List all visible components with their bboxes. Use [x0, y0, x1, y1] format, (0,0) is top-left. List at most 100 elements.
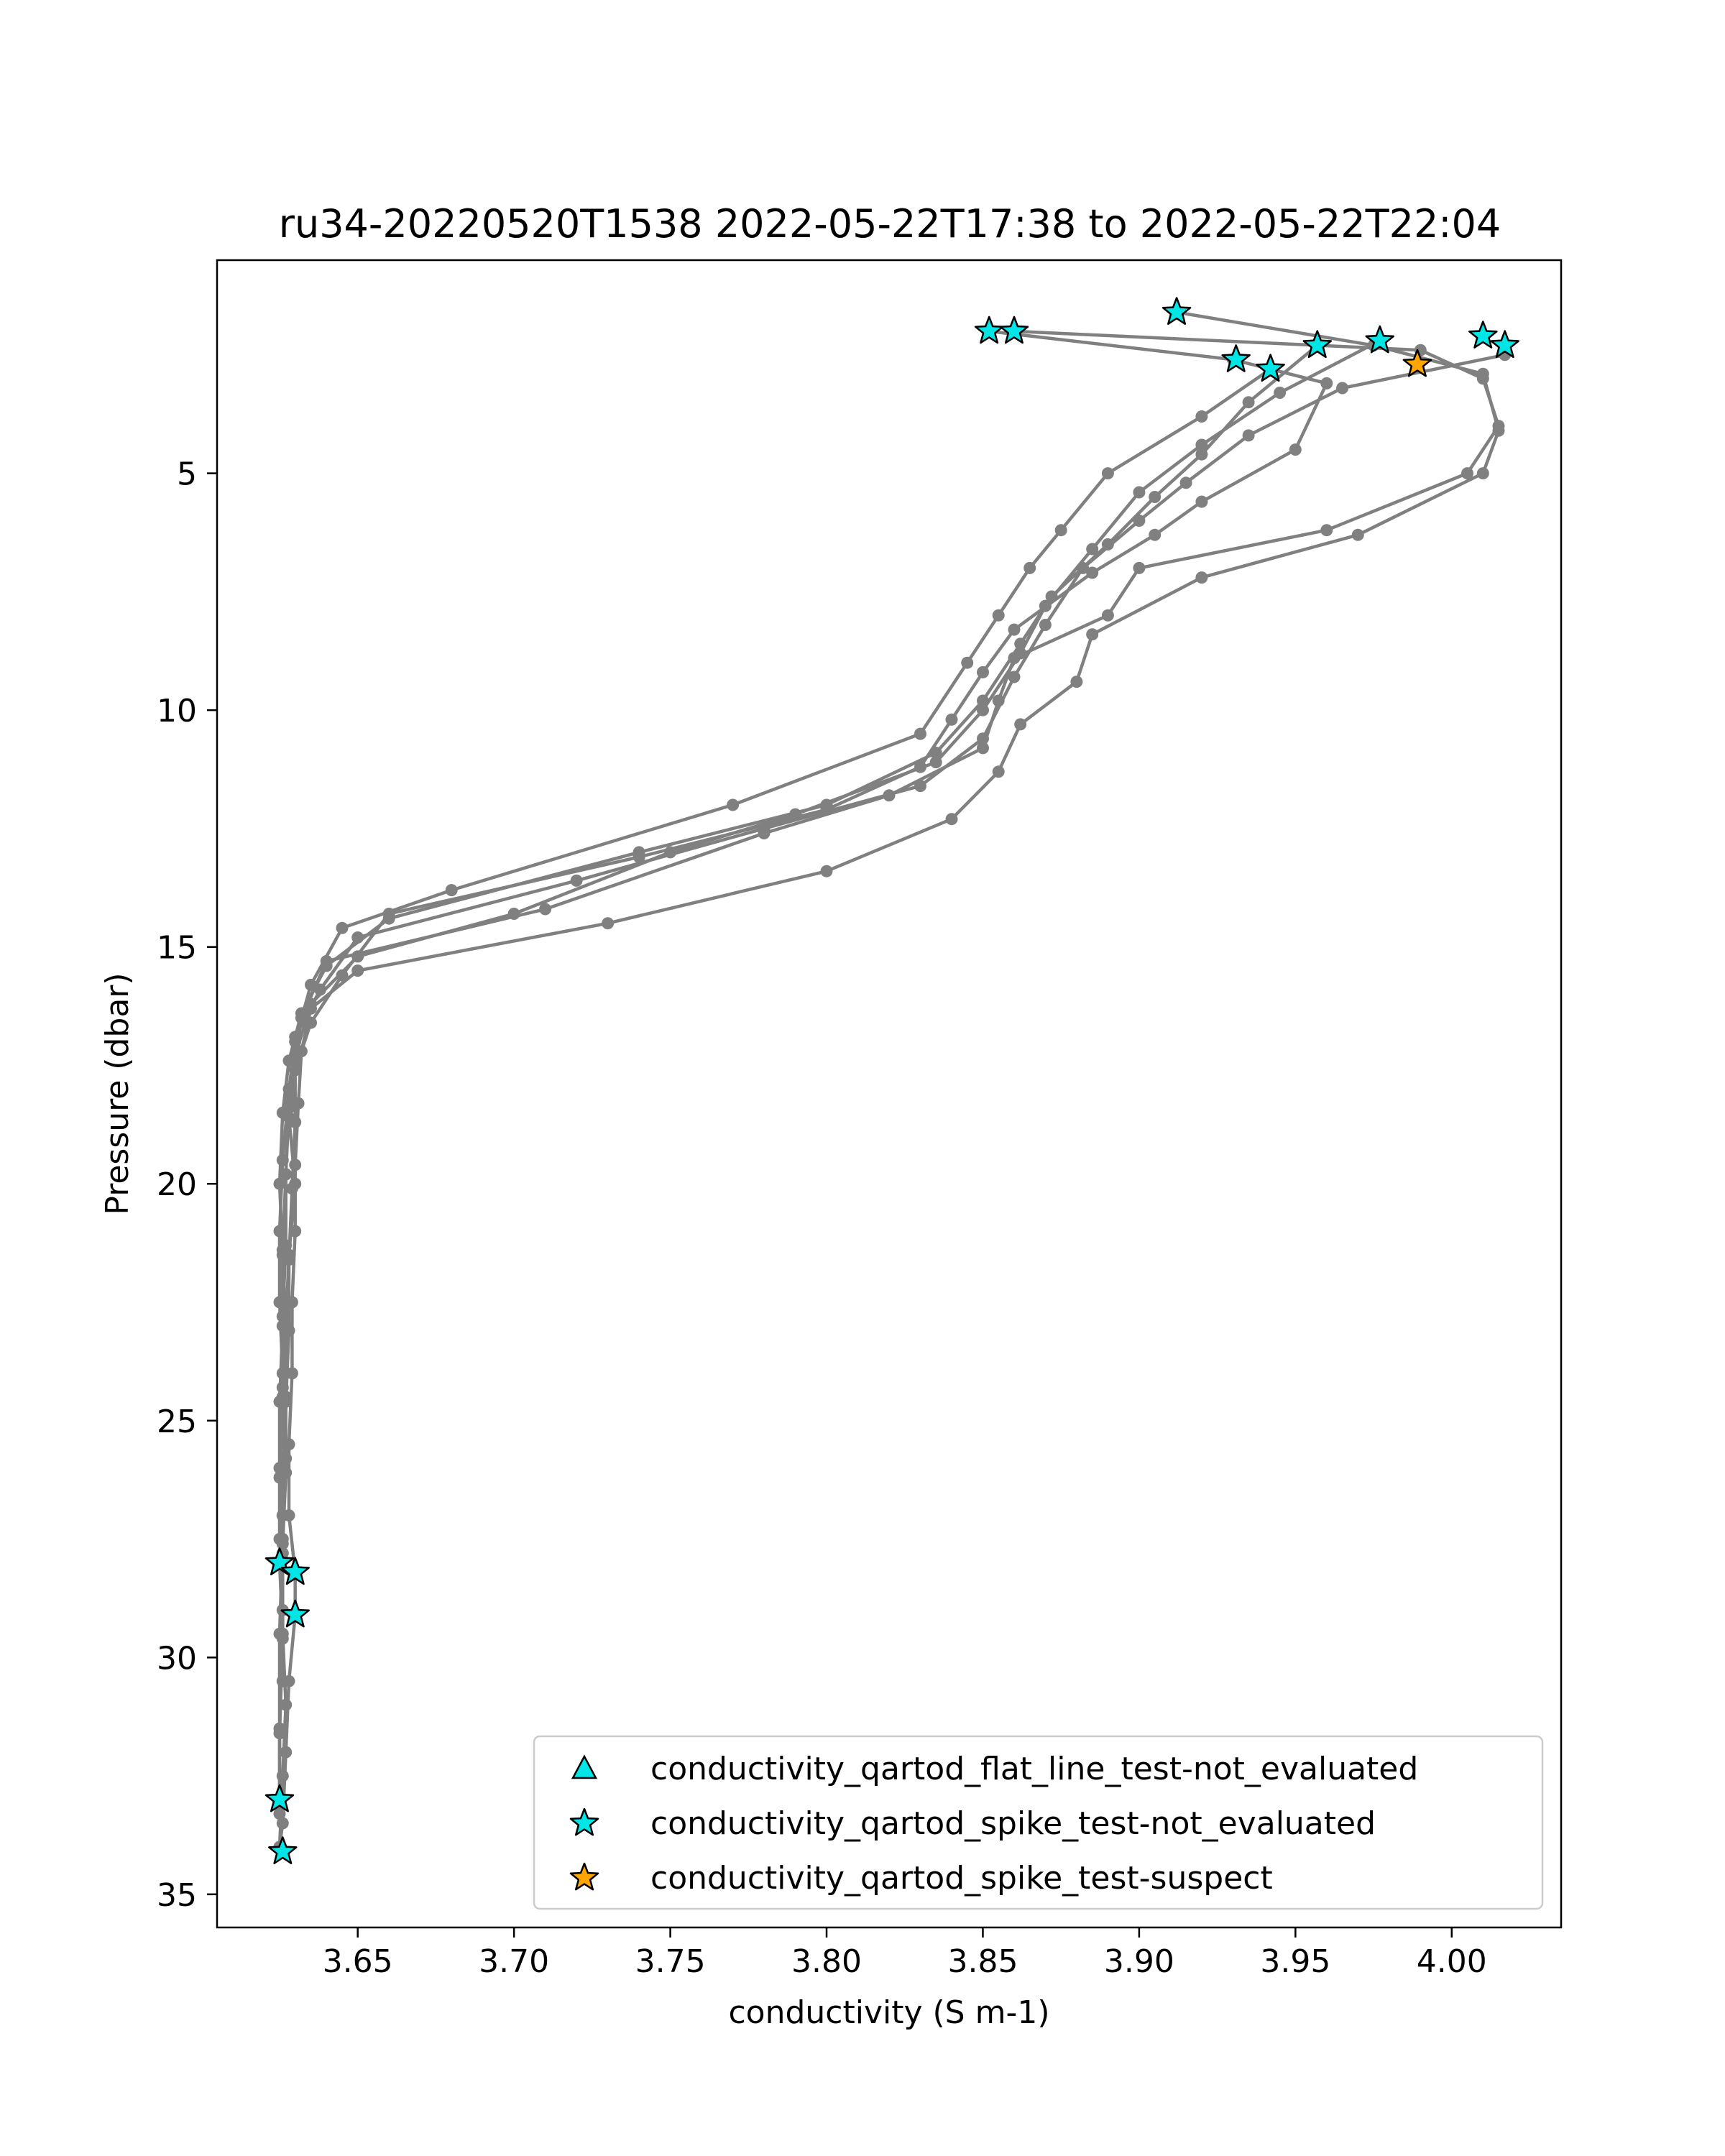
data-point [276, 1817, 289, 1830]
data-point [351, 950, 364, 963]
data-point [961, 656, 974, 669]
data-point [1351, 528, 1364, 541]
data-point [1179, 476, 1192, 489]
x-tick-label: 3.80 [791, 1943, 862, 1980]
data-point [977, 665, 989, 678]
data-point [273, 1395, 286, 1408]
plot-frame [216, 259, 1563, 1929]
data-point [727, 798, 740, 811]
x-axis: 3.65 3.70 3.75 3.80 3.85 3.90 3.95 4.00 [323, 1927, 1487, 1980]
flag-marker-star [280, 1599, 310, 1628]
data-point [914, 727, 926, 740]
y-tick-label: 10 [157, 693, 197, 729]
data-point [1077, 561, 1090, 574]
flag-marker-star [268, 1836, 298, 1864]
data-point [789, 808, 801, 821]
flag-marker-star [1490, 330, 1519, 359]
data-point [1014, 647, 1027, 660]
data-point [1008, 671, 1021, 683]
flag-marker-star [1468, 321, 1498, 349]
marker-layer [264, 297, 1519, 1864]
data-point [273, 1471, 286, 1484]
data-point [314, 983, 326, 996]
flag-marker-star [1221, 344, 1251, 372]
data-point [1101, 467, 1114, 480]
data-point [977, 704, 989, 717]
data-point [602, 917, 615, 930]
data-point [1476, 367, 1489, 380]
data-point [1039, 599, 1052, 612]
legend-label: conductivity_qartod_spike_test-not_evalu… [650, 1805, 1376, 1842]
data-point [1476, 467, 1489, 480]
data-point [1024, 561, 1036, 574]
x-tick-label: 3.75 [635, 1943, 706, 1980]
data-point [758, 822, 770, 835]
data-point [1133, 515, 1146, 527]
data-point [1289, 443, 1302, 456]
y-tick-label: 20 [157, 1166, 197, 1203]
flag-marker-star [1402, 349, 1432, 377]
data-point [336, 921, 349, 934]
data-point [977, 732, 989, 745]
data-point [280, 1168, 293, 1181]
legend-frame [533, 1735, 1544, 1910]
data-point [282, 1092, 295, 1105]
data-point [1274, 387, 1287, 399]
data-point [1195, 571, 1208, 584]
data-point [929, 747, 942, 759]
data-point [292, 1097, 305, 1110]
data-point [1133, 561, 1146, 574]
y-axis-label: Pressure (dbar) [99, 972, 136, 1215]
data-point [820, 865, 833, 877]
data-point [929, 756, 942, 769]
data-point [992, 609, 1005, 622]
flag-marker-star [974, 315, 1004, 344]
data-point [977, 742, 989, 755]
flag-marker-star [999, 315, 1029, 344]
data-point [289, 1031, 302, 1044]
data-point [280, 1746, 293, 1759]
y-tick-label: 30 [157, 1640, 197, 1677]
data-point [445, 884, 458, 897]
data-point [1039, 619, 1052, 631]
data-point [273, 1177, 286, 1190]
data-point [914, 780, 926, 793]
data-point [336, 969, 349, 982]
x-tick-label: 3.90 [1104, 1943, 1174, 1980]
data-point [1070, 676, 1083, 688]
legend-marker-star [569, 1807, 599, 1836]
data-point [992, 765, 1005, 778]
x-tick-label: 4.00 [1417, 1943, 1487, 1980]
data-point [1195, 495, 1208, 508]
flag-marker-star [1302, 330, 1333, 359]
data-point [289, 1116, 302, 1128]
data-point [285, 1367, 298, 1380]
y-tick-label: 5 [177, 456, 197, 493]
data-point [1086, 566, 1099, 579]
data-point [945, 713, 958, 726]
data-point [1101, 609, 1114, 622]
data-point [276, 1674, 289, 1687]
data-point [570, 874, 583, 887]
data-point [507, 908, 520, 920]
legend-marker-triangle [571, 1754, 598, 1779]
data-point [276, 1319, 289, 1332]
flag-marker-star [280, 1557, 310, 1585]
y-axis: 5 10 15 20 25 30 35 [157, 456, 217, 1914]
data-point [273, 1727, 286, 1740]
data-point [1086, 543, 1099, 556]
x-tick-label: 3.70 [479, 1943, 549, 1980]
x-tick-label: 3.95 [1260, 1943, 1330, 1980]
x-tick-label: 3.65 [323, 1943, 393, 1980]
data-point [289, 1158, 302, 1171]
data-point [1149, 528, 1162, 541]
data-point [1242, 429, 1255, 442]
data-point [1133, 486, 1146, 499]
data-point [1054, 524, 1067, 537]
data-point [945, 813, 958, 826]
chart-title: ru34-20220520T1538 2022-05-22T17:38 to 2… [279, 201, 1501, 247]
data-point [1086, 628, 1099, 641]
series-line [277, 353, 1506, 1554]
flag-marker-star [1162, 297, 1192, 325]
